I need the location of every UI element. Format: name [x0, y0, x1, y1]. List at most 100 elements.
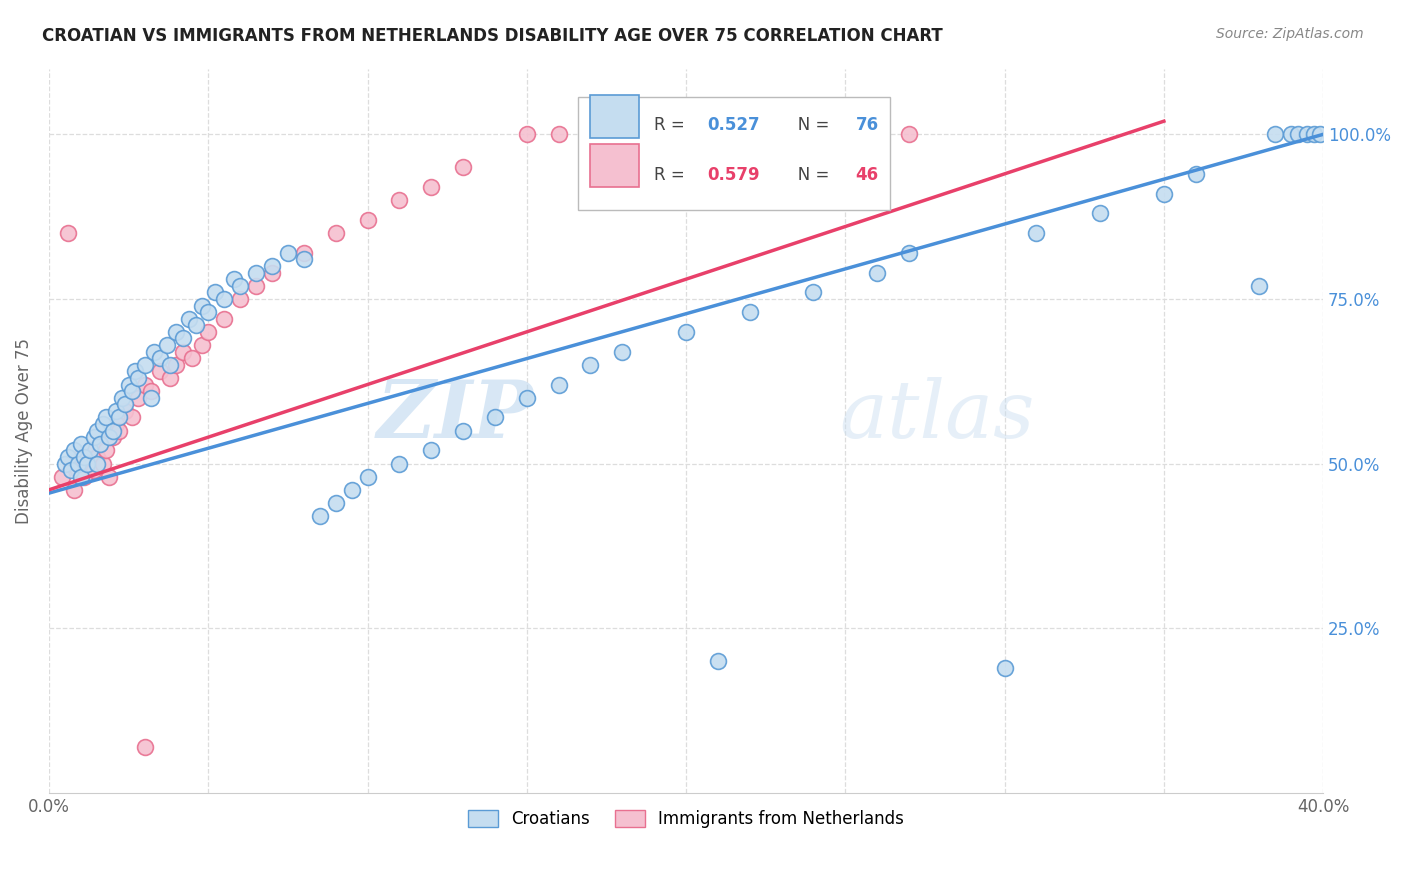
- Point: [451, 161, 474, 175]
- Point: [197, 305, 219, 319]
- Point: [101, 424, 124, 438]
- Point: [69, 450, 91, 464]
- Point: [803, 285, 825, 300]
- Point: [114, 404, 136, 418]
- Point: [96, 443, 118, 458]
- Point: [245, 278, 267, 293]
- Point: [76, 457, 98, 471]
- Point: [179, 311, 201, 326]
- Point: [79, 443, 101, 458]
- Point: [165, 358, 187, 372]
- Text: ZIP: ZIP: [377, 377, 533, 455]
- Point: [83, 430, 105, 444]
- Text: 76: 76: [855, 116, 879, 135]
- Point: [212, 311, 235, 326]
- Point: [89, 436, 111, 450]
- FancyBboxPatch shape: [591, 95, 638, 138]
- Point: [104, 404, 127, 418]
- FancyBboxPatch shape: [578, 97, 890, 210]
- Point: [325, 496, 347, 510]
- Point: [612, 344, 634, 359]
- Point: [56, 450, 79, 464]
- Point: [204, 285, 226, 300]
- Point: [229, 292, 252, 306]
- Y-axis label: Disability Age Over 75: Disability Age Over 75: [15, 337, 32, 524]
- Point: [56, 226, 79, 240]
- Point: [101, 430, 124, 444]
- Point: [866, 266, 889, 280]
- Point: [707, 128, 730, 142]
- Point: [1025, 226, 1047, 240]
- Point: [134, 377, 156, 392]
- Point: [96, 410, 118, 425]
- FancyBboxPatch shape: [591, 144, 638, 187]
- Point: [325, 226, 347, 240]
- Point: [104, 417, 127, 431]
- Point: [212, 292, 235, 306]
- Point: [63, 443, 86, 458]
- Point: [229, 278, 252, 293]
- Point: [1153, 186, 1175, 201]
- Point: [139, 384, 162, 398]
- Point: [83, 463, 105, 477]
- Point: [420, 443, 443, 458]
- Point: [222, 272, 245, 286]
- Point: [76, 457, 98, 471]
- Text: R =: R =: [654, 116, 690, 135]
- Point: [159, 371, 181, 385]
- Point: [516, 391, 538, 405]
- Point: [277, 245, 299, 260]
- Point: [134, 739, 156, 754]
- Point: [340, 483, 363, 497]
- Point: [134, 358, 156, 372]
- Point: [451, 424, 474, 438]
- Point: [172, 331, 194, 345]
- Point: [159, 358, 181, 372]
- Point: [69, 436, 91, 450]
- Point: [121, 384, 143, 398]
- Point: [260, 259, 283, 273]
- Point: [108, 424, 131, 438]
- Point: [86, 457, 108, 471]
- Text: Source: ZipAtlas.com: Source: ZipAtlas.com: [1216, 27, 1364, 41]
- Point: [707, 654, 730, 668]
- Point: [484, 410, 506, 425]
- Point: [356, 469, 378, 483]
- Point: [66, 457, 89, 471]
- Text: N =: N =: [782, 166, 834, 184]
- Point: [111, 391, 134, 405]
- Point: [98, 469, 121, 483]
- Point: [184, 318, 207, 333]
- Text: N =: N =: [782, 116, 834, 135]
- Point: [675, 325, 697, 339]
- Point: [91, 457, 114, 471]
- Point: [79, 443, 101, 458]
- Point: [1249, 278, 1271, 293]
- Point: [1088, 206, 1111, 220]
- Text: atlas: atlas: [839, 377, 1035, 455]
- Point: [139, 391, 162, 405]
- Point: [1279, 128, 1302, 142]
- Point: [114, 397, 136, 411]
- Point: [66, 463, 89, 477]
- Point: [738, 305, 761, 319]
- Point: [73, 450, 96, 464]
- Point: [143, 344, 166, 359]
- Point: [117, 377, 139, 392]
- Point: [51, 469, 73, 483]
- Point: [388, 193, 411, 207]
- Point: [73, 469, 96, 483]
- Point: [1264, 128, 1286, 142]
- Point: [260, 266, 283, 280]
- Point: [156, 338, 179, 352]
- Point: [197, 325, 219, 339]
- Point: [89, 436, 111, 450]
- Point: [643, 128, 665, 142]
- Text: 0.579: 0.579: [707, 166, 761, 184]
- Point: [547, 377, 569, 392]
- Point: [149, 351, 172, 366]
- Text: 46: 46: [855, 166, 879, 184]
- Point: [898, 128, 921, 142]
- Point: [98, 430, 121, 444]
- Point: [308, 509, 330, 524]
